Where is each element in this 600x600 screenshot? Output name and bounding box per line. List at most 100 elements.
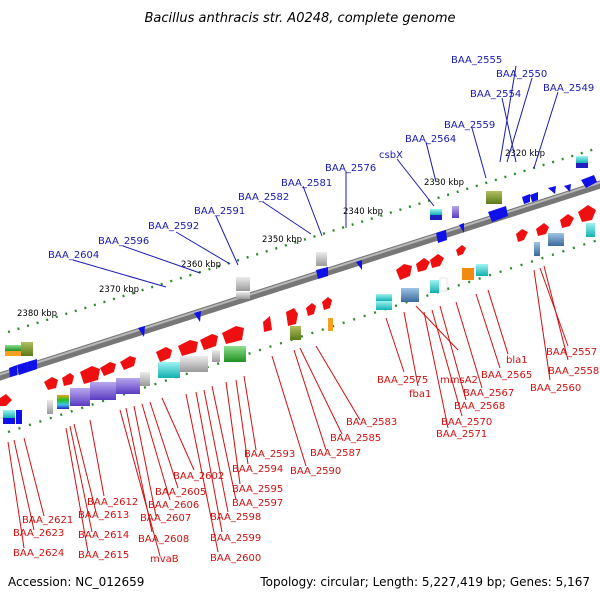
gene-arrow[interactable]	[548, 186, 556, 194]
gene-label[interactable]: BAA_2590	[290, 466, 341, 477]
gene-label[interactable]: BAA_2608	[138, 534, 189, 545]
gene-arrow[interactable]	[536, 223, 549, 236]
gene-label[interactable]: BAA_2571	[436, 429, 487, 440]
gene-feature[interactable]	[57, 395, 69, 409]
gene-arrow[interactable]	[459, 223, 464, 233]
gene-feature[interactable]	[140, 372, 150, 386]
gene-label[interactable]: BAA_2559	[444, 120, 495, 131]
gene-label[interactable]: BAA_2568	[454, 401, 505, 412]
gene-feature[interactable]	[452, 206, 459, 218]
gene-label[interactable]: BAA_2557	[546, 347, 597, 358]
gene-arrow[interactable]	[138, 326, 145, 337]
gene-label[interactable]: BAA_2613	[78, 510, 129, 521]
gene-feature[interactable]	[47, 400, 53, 414]
gene-label[interactable]: BAA_2624	[13, 548, 64, 559]
gene-feature[interactable]	[376, 294, 392, 301]
gene-label[interactable]: BAA_2550	[496, 69, 547, 80]
gene-label[interactable]: BAA_2567	[463, 388, 514, 399]
gene-label[interactable]: BAA_2604	[48, 250, 99, 261]
gene-arrow[interactable]	[0, 394, 12, 406]
gene-arrow[interactable]	[222, 326, 244, 344]
gene-label[interactable]: BAA_2585	[330, 433, 381, 444]
gene-feature[interactable]	[476, 264, 488, 276]
gene-label[interactable]: BAA_2555	[451, 55, 502, 66]
gene-feature[interactable]	[328, 318, 333, 331]
gene-arrow[interactable]	[416, 258, 430, 272]
gene-feature[interactable]	[586, 223, 595, 237]
gene-feature[interactable]	[70, 388, 90, 406]
gene-feature[interactable]	[5, 351, 21, 356]
gene-label[interactable]: BAA_2587	[310, 448, 361, 459]
gene-arrow[interactable]	[430, 254, 444, 268]
gene-label[interactable]: mvaB	[150, 554, 179, 565]
gene-label[interactable]: BAA_2594	[232, 464, 283, 475]
gene-label[interactable]: BAA_2612	[87, 497, 138, 508]
gene-arrow[interactable]	[286, 308, 298, 326]
gene-label[interactable]: BAA_2564	[405, 134, 456, 145]
gene-label[interactable]: BAA_2581	[281, 178, 332, 189]
gene-feature[interactable]	[401, 288, 419, 302]
gene-feature[interactable]	[430, 215, 442, 220]
gene-feature[interactable]	[90, 382, 116, 400]
gene-feature[interactable]	[376, 301, 392, 310]
gene-label[interactable]: BAA_2606	[148, 500, 199, 511]
gene-label[interactable]: BAA_2598	[210, 512, 261, 523]
gene-label[interactable]: BAA_2596	[98, 236, 149, 247]
gene-arrow[interactable]	[194, 311, 201, 322]
gene-label[interactable]: BAA_2565	[481, 370, 532, 381]
gene-feature[interactable]	[21, 342, 33, 356]
gene-feature[interactable]	[576, 163, 588, 168]
gene-arrow[interactable]	[17, 362, 28, 375]
gene-label[interactable]: BAA_2595	[232, 484, 283, 495]
gene-feature[interactable]	[3, 410, 15, 418]
gene-arrow[interactable]	[120, 356, 136, 370]
gene-label[interactable]: BAA_2597	[232, 498, 283, 509]
gene-arrow[interactable]	[156, 347, 172, 362]
gene-arrow[interactable]	[44, 377, 58, 390]
gene-label[interactable]: fba1	[409, 389, 431, 400]
gene-label[interactable]: BAA_2615	[78, 550, 129, 561]
gene-label[interactable]: csbX	[379, 150, 403, 161]
gene-feature[interactable]	[212, 350, 220, 362]
gene-label[interactable]: BAA_2554	[470, 89, 521, 100]
gene-arrow[interactable]	[9, 365, 17, 377]
gene-feature[interactable]	[236, 277, 250, 291]
gene-label[interactable]: BAA_2621	[22, 515, 73, 526]
gene-label[interactable]: BAA_2607	[140, 513, 191, 524]
gene-feature[interactable]	[16, 410, 22, 424]
gene-label[interactable]: BAA_2614	[78, 530, 129, 541]
gene-arrow[interactable]	[456, 245, 466, 256]
gene-feature[interactable]	[430, 280, 439, 293]
gene-feature[interactable]	[486, 191, 502, 204]
gene-feature[interactable]	[534, 242, 540, 256]
gene-feature[interactable]	[116, 378, 140, 394]
gene-label[interactable]: BAA_2605	[155, 487, 206, 498]
gene-feature[interactable]	[236, 292, 250, 299]
gene-arrow[interactable]	[178, 340, 198, 356]
gene-arrow[interactable]	[560, 214, 574, 228]
gene-arrow[interactable]	[396, 264, 412, 280]
gene-label[interactable]: BAA_2570	[441, 417, 492, 428]
gene-arrow[interactable]	[263, 316, 272, 332]
gene-arrow[interactable]	[62, 373, 74, 386]
gene-arrow[interactable]	[564, 184, 571, 192]
gene-arrow[interactable]	[316, 267, 328, 279]
gene-feature[interactable]	[439, 277, 448, 292]
gene-label[interactable]: BAA_2600	[210, 553, 261, 564]
gene-feature[interactable]	[548, 233, 564, 246]
gene-arrow[interactable]	[356, 260, 362, 270]
gene-feature[interactable]	[180, 356, 208, 372]
gene-arrow[interactable]	[516, 229, 528, 242]
gene-arrow[interactable]	[27, 359, 37, 372]
gene-label[interactable]: BAA_2623	[13, 528, 64, 539]
gene-label[interactable]: BAA_2575	[377, 375, 428, 386]
gene-feature[interactable]	[158, 362, 180, 378]
gene-arrow[interactable]	[578, 205, 596, 222]
gene-label[interactable]: bla1	[506, 355, 528, 366]
gene-feature[interactable]	[5, 345, 21, 351]
gene-feature[interactable]	[576, 156, 588, 163]
gene-arrow[interactable]	[200, 334, 218, 350]
gene-arrow[interactable]	[488, 206, 508, 222]
gene-feature[interactable]	[316, 252, 327, 266]
gene-label[interactable]: BAA_2599	[210, 533, 261, 544]
